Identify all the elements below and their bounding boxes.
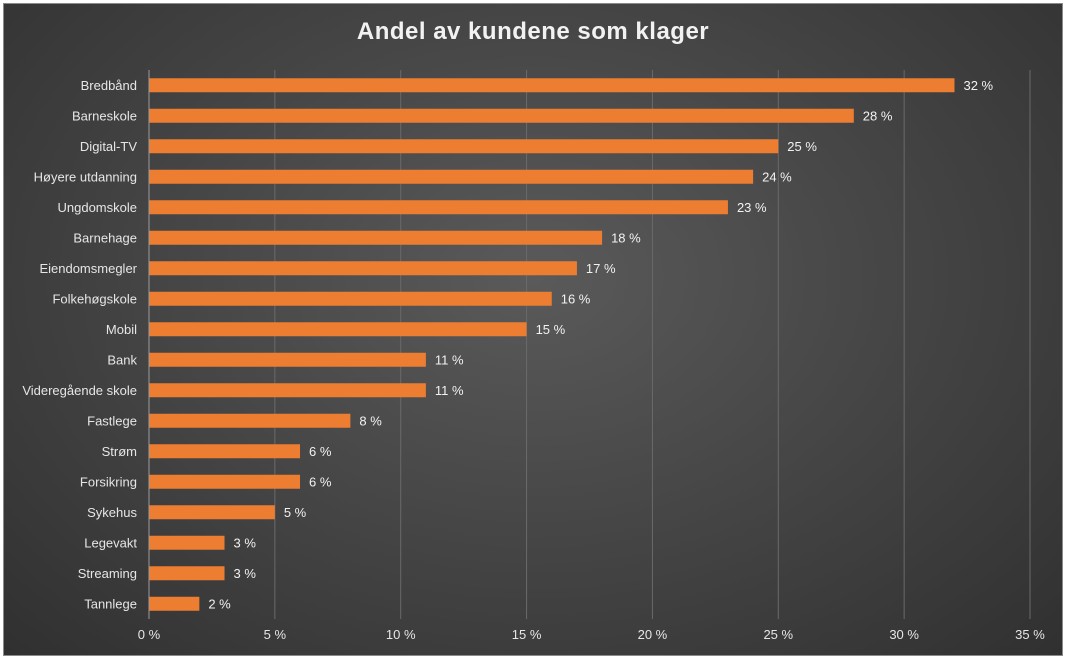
bar	[149, 261, 577, 276]
bar	[149, 505, 275, 520]
bar	[149, 413, 351, 428]
x-tick-label: 10 %	[386, 627, 416, 642]
bar	[149, 139, 779, 154]
data-label: 25 %	[787, 139, 817, 154]
data-label: 15 %	[536, 322, 566, 337]
category-label: Mobil	[106, 322, 137, 337]
category-label: Streaming	[78, 566, 137, 581]
bar	[149, 291, 552, 306]
data-label: 5 %	[284, 505, 307, 520]
bar	[149, 596, 200, 611]
data-label: 16 %	[561, 291, 591, 306]
data-label: 24 %	[762, 169, 792, 184]
category-label: Videregående skole	[22, 383, 137, 398]
data-label: 32 %	[963, 78, 993, 93]
bar	[149, 474, 301, 489]
bar	[149, 200, 728, 215]
data-label: 6 %	[309, 474, 332, 489]
bar-chart-plot: 0 % 5 % 10 % 15 % 20 % 25 % 30 % 35 % Bredbånd 32…	[22, 70, 1045, 642]
bar	[149, 383, 426, 398]
category-label: Legevakt	[84, 535, 137, 550]
data-label: 8 %	[359, 413, 382, 428]
category-label: Bredbånd	[81, 78, 137, 93]
chart-area: Andel av kundene som klager 0 % 5 % 10 % 15…	[3, 3, 1063, 656]
data-label: 3 %	[234, 535, 257, 550]
category-label: Tannlege	[84, 596, 137, 611]
category-label: Ungdomskole	[58, 200, 138, 215]
category-label: Barneskole	[72, 108, 137, 123]
category-label: Eiendomsmegler	[39, 261, 137, 276]
bar	[149, 230, 603, 245]
bar	[149, 444, 301, 459]
data-label: 11 %	[435, 383, 464, 398]
bar	[149, 535, 225, 550]
x-tick-label: 0 %	[138, 627, 161, 642]
data-label: 18 %	[611, 230, 641, 245]
data-label: 11 %	[435, 352, 464, 367]
category-label: Folkehøgskole	[52, 291, 137, 306]
category-label: Høyere utdanning	[34, 169, 137, 184]
bar	[149, 108, 854, 123]
x-tick-label: 25 %	[763, 627, 793, 642]
bar	[149, 78, 955, 93]
category-label: Digital-TV	[80, 139, 137, 154]
category-label: Barnehage	[73, 230, 137, 245]
x-tick-label: 5 %	[264, 627, 287, 642]
data-label: 6 %	[309, 444, 332, 459]
x-tick-label: 35 %	[1015, 627, 1045, 642]
data-label: 23 %	[737, 200, 767, 215]
data-label: 17 %	[586, 261, 616, 276]
data-label: 2 %	[208, 596, 231, 611]
category-label: Bank	[107, 352, 137, 367]
category-label: Strøm	[102, 444, 137, 459]
x-tick-label: 15 %	[512, 627, 542, 642]
category-label: Forsikring	[80, 474, 137, 489]
bar	[149, 322, 527, 337]
x-tick-label: 20 %	[638, 627, 668, 642]
x-tick-label: 30 %	[889, 627, 919, 642]
data-label: 3 %	[234, 566, 257, 581]
bar	[149, 566, 225, 581]
category-label: Fastlege	[87, 413, 137, 428]
data-label: 28 %	[863, 108, 893, 123]
bar	[149, 352, 426, 367]
bar	[149, 169, 754, 184]
chart-title: Andel av kundene som klager	[356, 18, 710, 45]
category-label: Sykehus	[87, 505, 137, 520]
